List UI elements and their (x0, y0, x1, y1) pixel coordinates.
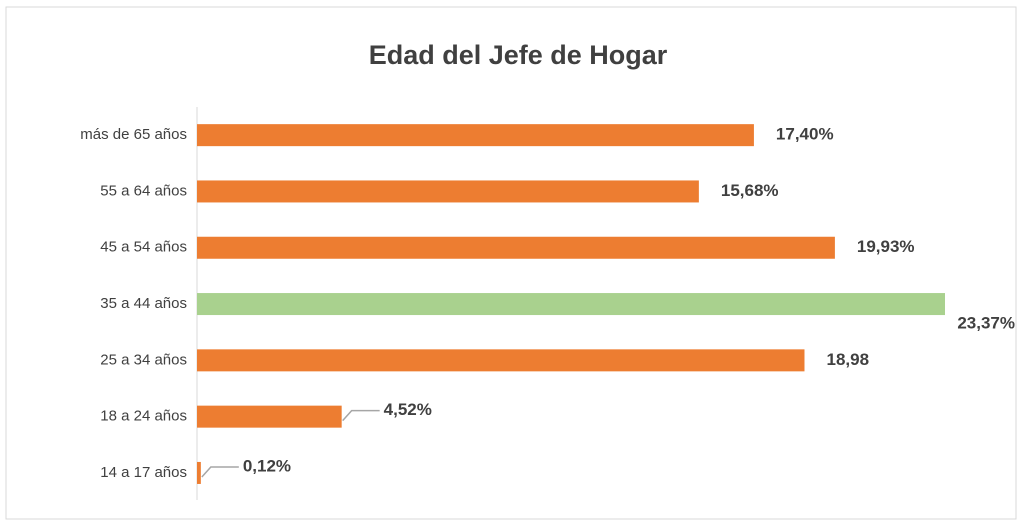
y-tick-label: 35 a 44 años (100, 295, 187, 312)
chart-title: Edad del Jefe de Hogar (369, 40, 668, 70)
bar (197, 124, 754, 147)
y-tick-label: 18 a 24 años (100, 408, 187, 425)
leader-line (201, 466, 239, 478)
y-tick-label: 25 a 34 años (100, 351, 187, 368)
data-label: 15,68% (721, 181, 779, 200)
data-label: 19,93% (857, 237, 915, 256)
data-label: 17,40% (776, 125, 834, 144)
bar (197, 461, 201, 484)
data-label: 0,12% (243, 456, 291, 475)
leader-line (342, 409, 380, 422)
bar (197, 349, 805, 372)
y-tick-label: más de 65 años (80, 126, 187, 143)
bar (197, 405, 342, 428)
bar (197, 180, 699, 203)
data-label: 18,98 (826, 350, 869, 369)
chart-border (5, 6, 1017, 520)
y-tick-label: 14 a 17 años (100, 464, 187, 481)
bar (197, 293, 945, 316)
y-tick-label: 55 a 64 años (100, 182, 187, 199)
bar (197, 236, 835, 259)
data-label: 4,52% (384, 400, 432, 419)
y-tick-label: 45 a 54 años (100, 239, 187, 256)
data-label: 23,37% (957, 314, 1015, 333)
